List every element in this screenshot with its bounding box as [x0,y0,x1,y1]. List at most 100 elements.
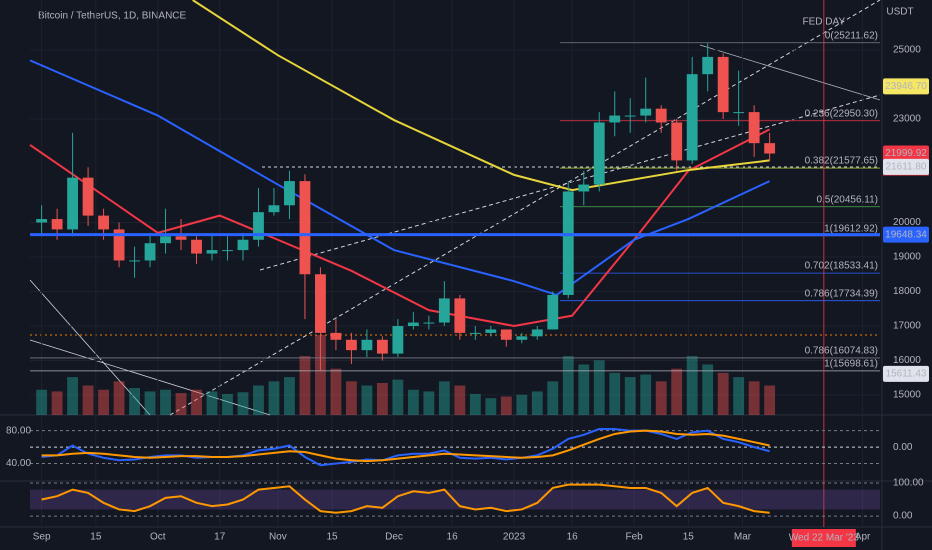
trend-channel [259,94,881,271]
candle-body [268,205,280,213]
chart-title: Bitcoin / TetherUS, 1D, BINANCE [38,11,187,22]
candle-body [160,236,171,244]
volume-bar [113,381,125,415]
x-tick-label: Mar [734,532,752,543]
candle-body [407,322,419,326]
moving-average [29,59,771,297]
volume-bar [160,389,171,415]
x-tick-label: Feb [625,532,643,543]
volume-bar [36,389,48,415]
volume-bar [315,335,326,415]
candle-body [284,181,295,206]
volume-bar [376,383,388,415]
volume-bar [764,385,776,415]
price-tag: 15611.43 [886,369,927,380]
candle-body [361,339,373,351]
volume-bar [237,392,249,415]
fib-label: 0.5(20456.11) [816,194,878,205]
fib-label: 0.236(22950.30) [805,108,878,119]
price-tag: 21999.92 [885,148,927,159]
candle-body [733,112,745,114]
moving-average [29,128,771,328]
volume-bar [51,391,63,415]
candle-body [36,219,48,223]
y-tick-label: 0.00 [893,511,913,522]
volume-bar [253,385,264,415]
volume-bar [686,356,698,415]
fib-label: 0.702(18533.41) [805,261,878,272]
x-tick-label: Nov [269,532,287,543]
volume-bar [671,368,683,415]
y-tick-label: 15000 [893,390,921,401]
x-tick-label: 2023 [503,532,526,543]
volume-bar [485,398,497,415]
volume-bar [144,391,156,415]
fib-label: 1(15698.61) [824,359,878,370]
volume-bar [361,385,373,415]
moving-average [192,0,770,192]
candle-body [624,115,636,117]
trend-line [699,44,881,101]
volume-bar [392,379,404,415]
fib-label: 0(25211.62) [825,30,878,41]
candle-body [717,56,729,113]
volume-bar [624,377,636,415]
volume-bar [593,360,605,415]
candle-body [578,184,590,192]
volume-bar [702,364,714,415]
candle-body [253,212,264,240]
event-label: FED DAY [803,17,846,28]
candle-body [299,181,311,275]
volume-bar [531,391,543,415]
candle-body [345,339,357,351]
volume-bar [748,381,760,415]
x-tick-label: 16 [567,532,579,543]
price-tag: 23946.70 [885,81,927,92]
candle-body [655,108,667,123]
y-tick-label: 40.00 [6,458,31,469]
fib-label: 1(19612.92) [824,224,878,235]
price-tag: 19648.34 [885,229,927,240]
price-tag-bg [883,365,929,382]
y-tick-label: 23000 [893,114,921,125]
candle-body [562,191,574,295]
x-tick-label: 15 [90,532,102,543]
volume-bar [129,388,140,415]
price-tag-bg [883,145,929,162]
candle-body [547,294,559,330]
price-tag-bg [883,226,929,243]
price-tag-bg [883,78,929,95]
indicator-line [41,429,770,463]
candle-body [593,122,605,185]
volume-bar [67,377,79,415]
x-tick-label: Oct [150,532,166,543]
currency: USDT [886,7,913,18]
trend-line [29,339,271,416]
x-tick-label: Apr [855,532,871,543]
volume-bar [469,393,481,415]
indicator-line [41,483,770,514]
candle-body [51,219,63,230]
candle-body [640,108,652,116]
fib-label: 0.786(16074.83) [805,346,878,357]
volume-bar [299,356,311,415]
x-tick-label: Dec [385,532,403,543]
volume-bar [82,385,94,415]
price-tag: 21611.80 [886,162,927,173]
candle-body [222,250,233,252]
volume-bar [500,396,512,415]
volume-bar [578,364,590,415]
candle-body [500,329,512,340]
candle-body [67,177,79,230]
volume-bar [516,394,528,415]
candle-body [82,177,94,216]
candle-body [686,74,698,161]
candle-body [175,236,187,240]
candle-body [144,243,156,261]
x-tick-label: Sep [33,532,51,543]
y-tick-label: 16000 [893,355,921,366]
candle-body [438,298,450,323]
y-tick-label: 100.00 [893,478,924,489]
volume-bar [733,377,745,415]
y-tick-label: 17000 [893,321,921,332]
